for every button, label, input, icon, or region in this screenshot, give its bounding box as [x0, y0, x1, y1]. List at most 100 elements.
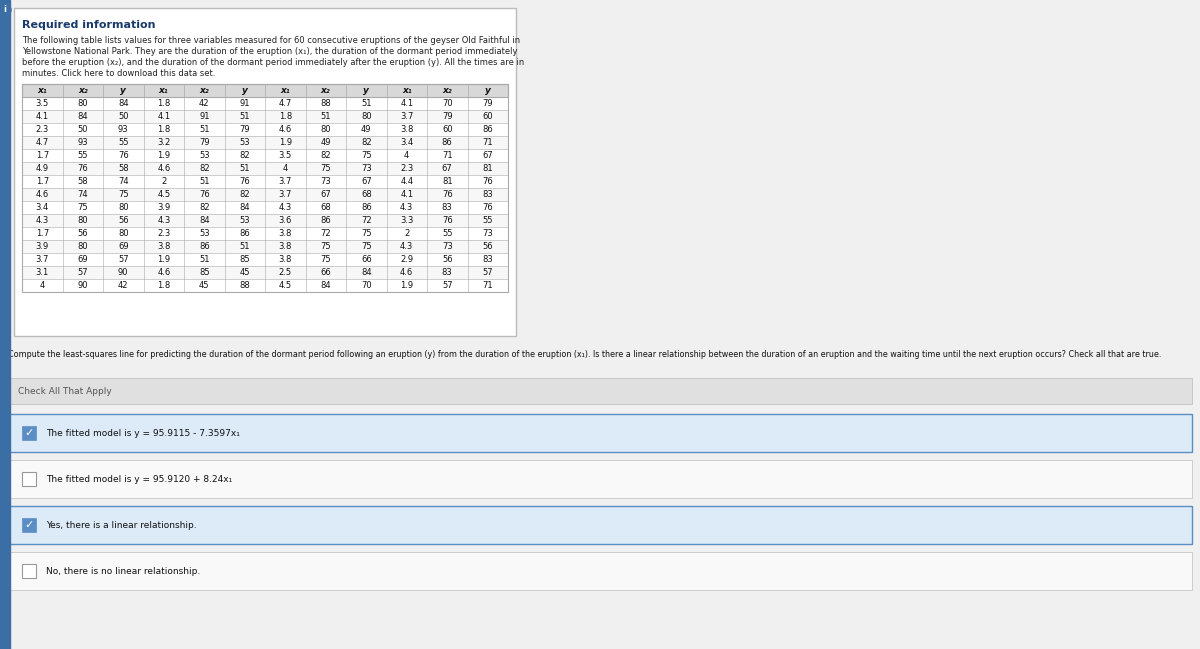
Text: 76: 76	[442, 190, 452, 199]
Bar	[22, 472, 36, 486]
Text: i: i	[4, 5, 6, 14]
Text: 1.8: 1.8	[157, 99, 170, 108]
Text: 2.9: 2.9	[400, 255, 413, 264]
Text: 4: 4	[283, 164, 288, 173]
Text: 82: 82	[199, 164, 210, 173]
Text: 91: 91	[240, 99, 250, 108]
Text: 3.8: 3.8	[278, 255, 292, 264]
Text: 80: 80	[78, 216, 88, 225]
Text: 4.3: 4.3	[400, 242, 413, 251]
Text: 4.1: 4.1	[157, 112, 170, 121]
Text: y: y	[242, 86, 247, 95]
Bar	[22, 149, 508, 162]
Text: 1.7: 1.7	[36, 151, 49, 160]
Text: 3.8: 3.8	[278, 242, 292, 251]
Text: 1.8: 1.8	[278, 112, 292, 121]
Text: 4.1: 4.1	[400, 99, 413, 108]
Text: y: y	[364, 86, 370, 95]
Text: 4.3: 4.3	[278, 203, 292, 212]
Text: 81: 81	[442, 177, 452, 186]
Bar	[22, 188, 508, 201]
Text: 80: 80	[78, 99, 88, 108]
Text: 3.3: 3.3	[400, 216, 414, 225]
Text: 83: 83	[442, 268, 452, 277]
Text: 79: 79	[482, 99, 493, 108]
Text: 75: 75	[361, 229, 372, 238]
Text: 58: 58	[78, 177, 88, 186]
Text: 56: 56	[482, 242, 493, 251]
Text: 56: 56	[78, 229, 88, 238]
Text: 1.8: 1.8	[157, 281, 170, 290]
Text: 68: 68	[320, 203, 331, 212]
Bar	[22, 97, 508, 110]
Text: 73: 73	[442, 242, 452, 251]
Text: 4.5: 4.5	[157, 190, 170, 199]
Text: 79: 79	[240, 125, 250, 134]
Text: 93: 93	[78, 138, 88, 147]
Text: 82: 82	[361, 138, 372, 147]
Bar	[22, 201, 508, 214]
Text: 69: 69	[118, 242, 128, 251]
Bar	[8, 506, 1192, 544]
Text: 2.5: 2.5	[278, 268, 292, 277]
Text: 4.4: 4.4	[400, 177, 413, 186]
Text: 60: 60	[442, 125, 452, 134]
Bar	[22, 162, 508, 175]
Text: 3.8: 3.8	[400, 125, 414, 134]
Text: 3.8: 3.8	[157, 242, 170, 251]
Text: 88: 88	[320, 99, 331, 108]
Text: x₂: x₂	[320, 86, 331, 95]
Text: 93: 93	[118, 125, 128, 134]
Circle shape	[0, 4, 11, 16]
Text: 2.3: 2.3	[400, 164, 413, 173]
Bar	[22, 518, 36, 532]
Text: 69: 69	[78, 255, 88, 264]
Bar	[22, 110, 508, 123]
Text: 76: 76	[199, 190, 210, 199]
Text: ✓: ✓	[24, 428, 34, 438]
Text: 3.8: 3.8	[278, 229, 292, 238]
Text: 53: 53	[199, 229, 210, 238]
Text: 3.4: 3.4	[400, 138, 413, 147]
Text: 51: 51	[361, 99, 372, 108]
Text: 84: 84	[199, 216, 210, 225]
Text: 84: 84	[118, 99, 128, 108]
Text: y: y	[120, 86, 126, 95]
Text: 86: 86	[320, 216, 331, 225]
Bar	[22, 175, 508, 188]
Text: 83: 83	[482, 190, 493, 199]
Bar	[8, 552, 1192, 590]
Text: 4.6: 4.6	[400, 268, 413, 277]
Text: 3.9: 3.9	[36, 242, 49, 251]
Text: 56: 56	[118, 216, 128, 225]
Text: 80: 80	[118, 229, 128, 238]
Text: 3.5: 3.5	[278, 151, 292, 160]
Text: 75: 75	[320, 255, 331, 264]
Bar	[8, 460, 1192, 498]
Text: 3.7: 3.7	[278, 177, 292, 186]
Text: 2.3: 2.3	[36, 125, 49, 134]
Bar	[22, 240, 508, 253]
Text: The following table lists values for three variables measured for 60 consecutive: The following table lists values for thr…	[22, 36, 520, 45]
Text: 4.6: 4.6	[157, 268, 170, 277]
Text: The fitted model is y = 95.9120 + 8.24x₁: The fitted model is y = 95.9120 + 8.24x₁	[46, 474, 233, 484]
Text: 50: 50	[118, 112, 128, 121]
Text: 3.5: 3.5	[36, 99, 49, 108]
Text: 66: 66	[361, 255, 372, 264]
Bar	[8, 414, 1192, 452]
Text: 3.7: 3.7	[400, 112, 414, 121]
Text: 3.1: 3.1	[36, 268, 49, 277]
Text: 71: 71	[482, 281, 493, 290]
Text: 73: 73	[320, 177, 331, 186]
Text: 3.7: 3.7	[36, 255, 49, 264]
Text: 4.9: 4.9	[36, 164, 49, 173]
Text: 1.9: 1.9	[157, 255, 170, 264]
Text: 90: 90	[78, 281, 88, 290]
Bar	[22, 564, 36, 578]
Bar	[22, 214, 508, 227]
Text: 66: 66	[320, 268, 331, 277]
Text: y: y	[485, 86, 491, 95]
Text: 74: 74	[78, 190, 88, 199]
Bar	[22, 84, 508, 292]
Text: 91: 91	[199, 112, 210, 121]
